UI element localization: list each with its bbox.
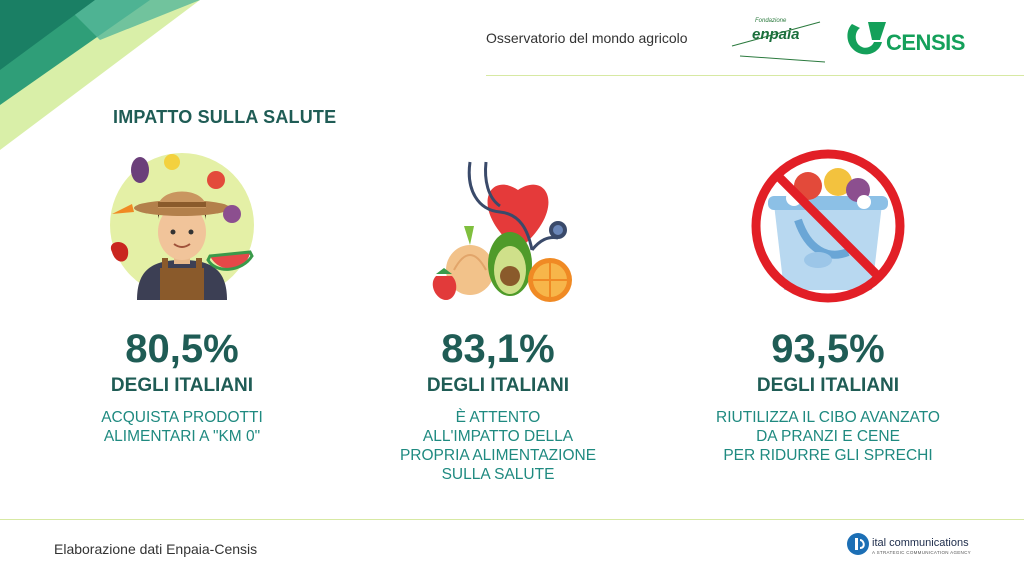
section-title: IMPATTO SULLA SALUTE (113, 107, 337, 127)
header-tagline: Osservatorio del mondo agricolo (486, 30, 688, 46)
stat-subtitle: DEGLI ITALIANI (110, 375, 254, 396)
stat-subtitle: DEGLI ITALIANI (756, 375, 900, 396)
ital-communications-logo (847, 533, 869, 555)
enpaia-logo-text: enpaia (752, 26, 800, 43)
enpaia-logo (731, 21, 826, 63)
header-divider (486, 75, 1024, 76)
stat-percent: 80,5% (125, 327, 239, 371)
stat-card-food-waste: 93,5% DEGLI ITALIANI RIUTILIZZA IL CIBO … (678, 140, 978, 465)
stat-description: RIUTILIZZA IL CIBO AVANZATO DA PRANZI E … (716, 409, 940, 464)
censis-logo (847, 22, 886, 55)
footer-divider (0, 519, 1024, 520)
no-food-waste-icon (738, 140, 918, 310)
stat-card-km0: 80,5% DEGLI ITALIANI ACQUISTA PRODOTTI A… (32, 140, 332, 446)
corner-decoration (0, 0, 200, 150)
farmer-with-vegetables-icon (92, 140, 272, 310)
agency-tagline: A STRATEGIC COMMUNICATION AGENCY (872, 550, 971, 555)
agency-name: ital communications (872, 537, 969, 549)
stat-percent: 83,1% (441, 327, 555, 371)
stat-subtitle: DEGLI ITALIANI (426, 375, 570, 396)
stat-description: ACQUISTA PRODOTTI ALIMENTARI A "KM 0" (101, 409, 263, 445)
censis-logo-text: CENSIS (886, 30, 965, 55)
stat-percent: 93,5% (771, 327, 885, 371)
heart-stethoscope-vegetables-icon (408, 140, 588, 310)
enpaia-logo-small-text: Fondazione (755, 18, 787, 24)
stat-description: È ATTENTO ALL'IMPATTO DELLA PROPRIA ALIM… (399, 409, 597, 483)
stat-card-health: 83,1% DEGLI ITALIANI È ATTENTO ALL'IMPAT… (348, 140, 648, 484)
footer-source: Elaborazione dati Enpaia-Censis (54, 541, 258, 557)
